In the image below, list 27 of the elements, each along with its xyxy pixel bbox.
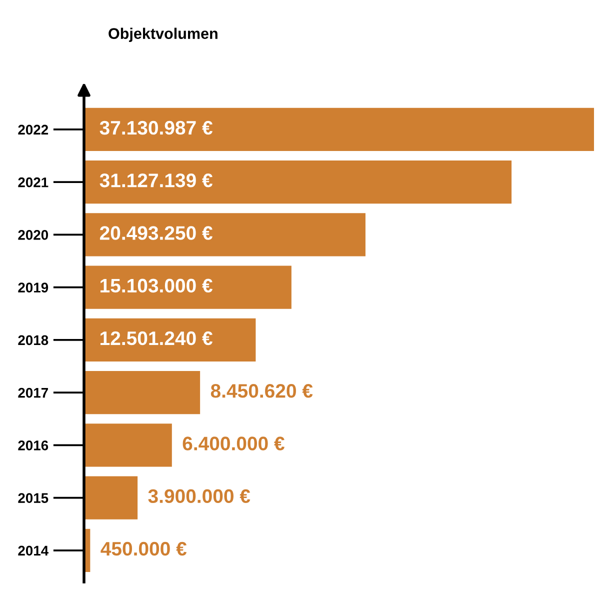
data-label: 3.900.000 € bbox=[148, 489, 250, 504]
bar bbox=[84, 370, 200, 414]
data-label: 20.493.250 € bbox=[100, 226, 212, 240]
y-tick-label: 2017 bbox=[18, 388, 48, 398]
y-tick-label: 2019 bbox=[18, 282, 48, 292]
bar bbox=[84, 160, 512, 204]
data-label: 450.000 € bbox=[100, 542, 187, 556]
data-label: 8.450.620 € bbox=[210, 384, 313, 398]
y-tick-label: 2018 bbox=[18, 335, 48, 346]
y-tick-label: 2015 bbox=[18, 493, 48, 503]
bar bbox=[84, 108, 594, 152]
y-tick-label: 2014 bbox=[18, 546, 49, 556]
chart-title: Objektvolumen bbox=[108, 28, 218, 42]
bar bbox=[84, 318, 256, 362]
data-label: 6.400.000 € bbox=[182, 436, 284, 450]
data-label: 37.130.987 € bbox=[100, 120, 212, 135]
data-label: 31.127.139 € bbox=[100, 174, 212, 188]
bar bbox=[84, 266, 292, 309]
y-tick-label: 2022 bbox=[18, 124, 48, 135]
bar bbox=[84, 213, 366, 256]
bar bbox=[84, 424, 172, 467]
bar bbox=[84, 476, 138, 520]
data-label: 15.103.000 € bbox=[100, 278, 212, 293]
y-tick-label: 2016 bbox=[18, 440, 48, 450]
y-tick-label: 2021 bbox=[18, 177, 48, 188]
data-label: 12.501.240 € bbox=[100, 331, 212, 346]
y-tick-label: 2020 bbox=[18, 230, 48, 240]
